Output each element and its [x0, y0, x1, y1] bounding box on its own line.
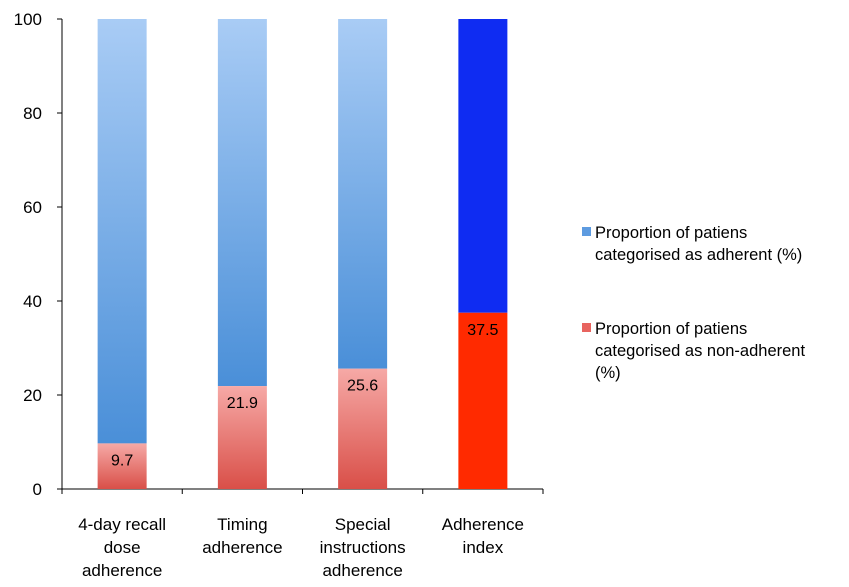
bar-non-adherent-0	[97, 443, 147, 489]
legend-item-adherent: Proportion of patiens categorised as adh…	[582, 222, 847, 266]
category-label-3: Adherence index	[442, 515, 524, 557]
category-label-2-line-1: instructions	[320, 538, 406, 557]
legend-label-non-adherent-line3: (%)	[595, 364, 621, 382]
bar-non-adherent-2	[338, 368, 388, 489]
data-label-1: 21.9	[227, 395, 258, 412]
bar-adherent-1	[217, 19, 267, 387]
category-label-2-line-0: Special	[335, 515, 391, 534]
labels: 9.7 4-day recall dose adherence 21.9 Timing ad…	[78, 322, 524, 580]
legend-label-non-adherent-line1: Proportion of patiens	[595, 320, 748, 338]
bar-adherent-0	[97, 19, 147, 444]
legend-label-non-adherent-line2: categorised as non-adherent	[595, 342, 806, 360]
legend-label-adherent-line2: categorised as adherent (%)	[595, 246, 803, 264]
axes: 0 20 40 60 80 100	[14, 10, 544, 499]
bar-adherent-3	[458, 19, 508, 313]
y-tick-label-0: 0	[33, 480, 42, 499]
bar-non-adherent-3	[458, 312, 508, 489]
legend-label-adherent-line1: Proportion of patiens	[595, 224, 748, 242]
legend-item-non-adherent: Proportion of patiens categorised as non…	[582, 318, 847, 384]
category-label-3-line-1: index	[463, 538, 504, 557]
category-label-3-line-0: Adherence	[442, 515, 524, 534]
y-tick-label-20: 20	[23, 386, 42, 405]
legend-swatch-non-adherent	[582, 323, 591, 332]
category-label-2-line-2: adherence	[322, 561, 402, 580]
y-tick-label-60: 60	[23, 198, 42, 217]
category-label-2: Special instructions adherence	[320, 515, 406, 580]
category-label-1-line-1: adherence	[202, 538, 282, 557]
bar-adherent-2	[338, 19, 388, 369]
category-label-0-line-2: adherence	[82, 561, 162, 580]
y-tick-label-80: 80	[23, 104, 42, 123]
category-label-1-line-0: Timing	[217, 515, 267, 534]
data-label-2: 25.6	[347, 378, 378, 395]
y-tick-label-100: 100	[14, 10, 42, 29]
category-label-1: Timing adherence	[202, 515, 282, 557]
bars	[97, 19, 508, 489]
y-tick-label-40: 40	[23, 292, 42, 311]
category-label-0-line-1: dose	[104, 538, 141, 557]
bar-non-adherent-1	[217, 386, 267, 489]
data-label-0: 9.7	[111, 452, 133, 469]
legend-swatch-adherent	[582, 227, 591, 236]
category-label-0: 4-day recall dose adherence	[78, 515, 166, 580]
data-label-3: 37.5	[467, 322, 498, 339]
category-label-0-line-0: 4-day recall	[78, 515, 166, 534]
